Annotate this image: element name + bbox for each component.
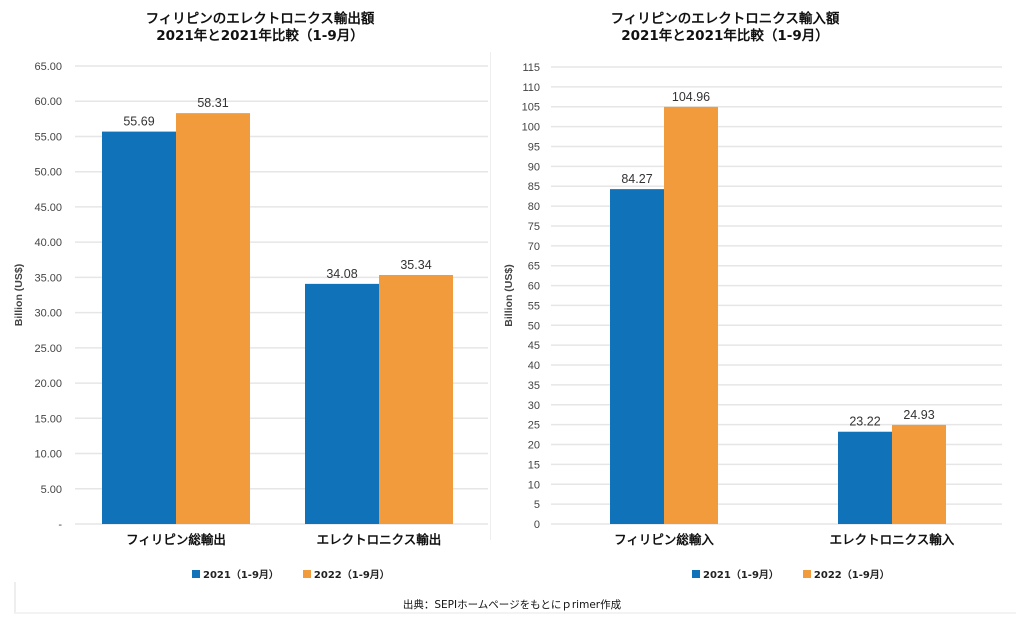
y-tick-label: 50.00 (34, 167, 62, 179)
import-chart-title: フィリピンのエレクトロニクス輸入額 2021年と2021年比較（1-9月） (525, 11, 925, 45)
bar-2022 (379, 274, 453, 524)
data-label: 24.93 (903, 408, 934, 422)
legend-swatch-2022 (302, 569, 311, 578)
y-tick-label: 25 (528, 420, 540, 432)
y-tick-label: 40 (528, 360, 540, 372)
bar-2022 (664, 106, 718, 525)
data-label: 23.22 (849, 415, 880, 429)
legend-swatch-2022 (802, 569, 811, 578)
y-tick-label: 65 (528, 261, 540, 273)
y-tick-label: 10 (528, 479, 540, 491)
export-chart-title: フィリピンのエレクトロニクス輸出額 2021年と2021年比較（1-9月） (60, 11, 460, 45)
bar-2021 (102, 131, 176, 525)
y-tick-label: 85 (528, 181, 540, 193)
y-tick-label: 35 (528, 380, 540, 392)
data-label: 35.34 (400, 258, 431, 272)
y-tick-label: 55.00 (34, 131, 62, 143)
y-tick-label: 15 (528, 459, 540, 471)
data-label: 58.31 (197, 96, 228, 110)
import-bar-chart: 0 5 10 15 20 25 30 35 40 45 50 55 60 65 70 75 80 85 90 95 10… (503, 62, 1002, 547)
y-tick-label: 45.00 (34, 202, 62, 214)
legend-item-2021: 2021（1-9月） (692, 566, 779, 581)
legend-label-2022: 2022（1-9月） (813, 570, 890, 581)
y-tick-label: 45 (528, 340, 540, 352)
y-tick-label: 95 (528, 141, 540, 153)
legend-item-2022: 2022（1-9月） (802, 566, 890, 581)
export-legend: 2021（1-9月） 2022（1-9月） (192, 566, 390, 581)
x-category-label: フィリピン総輸入 (614, 532, 714, 547)
y-tick-label: 15.00 (34, 413, 62, 425)
bar-2021 (610, 189, 664, 524)
y-tick-label: 20.00 (34, 378, 62, 390)
y-axis-title: Billion (US$) (13, 264, 25, 326)
y-tick-label: 5.00 (41, 484, 62, 496)
y-tick-label: 70 (528, 241, 540, 253)
y-axis-title: Billion (US$) (503, 264, 515, 326)
bar-2022 (892, 424, 946, 524)
legend-label-2021: 2021（1-9月） (703, 570, 779, 581)
legend-item-2021: 2021（1-9月） (192, 566, 279, 581)
y-tick-label: 110 (522, 82, 540, 94)
y-tick-label: 30 (528, 400, 540, 412)
y-tick-label: 20 (528, 440, 540, 452)
y-tick-label: 60.00 (34, 96, 62, 108)
legend-item-2022: 2022（1-9月） (302, 566, 390, 581)
legend-swatch-2021 (692, 569, 700, 578)
y-tick-label: 75 (528, 221, 540, 233)
bar-2022 (176, 113, 250, 525)
import-legend: 2021（1-9月） 2022（1-9月） (692, 566, 890, 581)
y-tick-label: 55 (528, 300, 540, 312)
bar-2021 (305, 283, 379, 524)
x-category-label: エレクトロニクス輸入 (830, 532, 955, 547)
legend-label-2021: 2021（1-9月） (203, 570, 279, 581)
bar-2021 (838, 431, 892, 524)
data-label: 84.27 (621, 172, 652, 186)
x-category-label: フィリピン総輸出 (126, 532, 226, 547)
data-label: 55.69 (123, 115, 154, 129)
y-tick-label: 60 (528, 281, 540, 293)
import-chart-title-line1: フィリピンのエレクトロニクス輸入額 (610, 11, 840, 27)
y-tick-label: 40.00 (34, 237, 62, 249)
y-tick-label: 25.00 (34, 343, 62, 355)
y-tick-label: 5 (534, 499, 540, 511)
legend-swatch-2021 (192, 569, 200, 578)
y-tick-label: 50 (528, 320, 540, 332)
source-frame (14, 582, 1016, 614)
export-bar-chart: - 5.00 10.00 15.00 20.00 25.00 30.00 35.00 40.00… (13, 61, 488, 547)
y-tick-label: 100 (522, 122, 540, 134)
y-tick-label: 35.00 (34, 272, 62, 284)
legend-label-2022: 2022（1-9月） (313, 570, 390, 581)
data-label: 104.96 (672, 90, 710, 104)
source-note: 出典：SEPIホームページをもとにｐrimer作成 (402, 599, 622, 611)
y-tick-label: 80 (528, 201, 540, 213)
chart-divider (490, 52, 491, 540)
y-tick-label: 65.00 (34, 61, 62, 73)
data-label: 34.08 (326, 267, 357, 281)
y-tick-label: 0 (534, 519, 540, 531)
y-tick-label: 90 (528, 161, 540, 173)
y-tick-label: 10.00 (34, 449, 62, 461)
x-category-label: エレクトロニクス輸出 (317, 532, 442, 547)
export-chart-title-line1: フィリピンのエレクトロニクス輸出額 (145, 11, 375, 27)
y-tick-label: 30.00 (34, 308, 62, 320)
import-chart-title-line2: 2021年と2021年比較（1-9月） (621, 28, 829, 44)
y-tick-label: 115 (522, 62, 540, 74)
y-tick-label: 105 (522, 102, 540, 114)
y-tick-label: - (58, 519, 62, 531)
export-chart-title-line2: 2021年と2021年比較（1-9月） (156, 28, 364, 44)
